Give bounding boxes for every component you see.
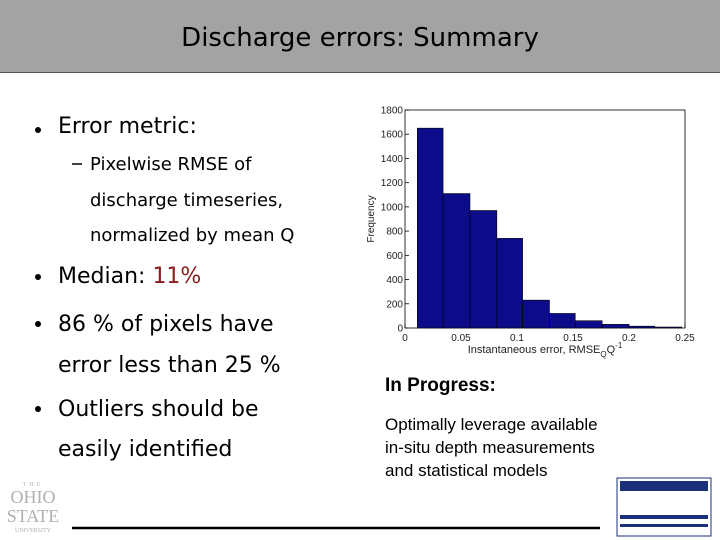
histogram-bar — [574, 320, 603, 329]
bullet-text: Error metric: — [58, 114, 197, 139]
y-tick-label: 0 — [397, 324, 403, 335]
bullet-dot — [35, 274, 41, 280]
x-label-sub: Q — [600, 350, 606, 359]
y-tick-label: 800 — [386, 227, 403, 238]
logo-text: THE — [23, 482, 44, 488]
sub-text: normalized by mean Q — [90, 225, 294, 246]
y-tick-label: 1800 — [381, 106, 404, 117]
x-label-sup: -1 — [615, 341, 623, 350]
logo-text: STATE — [7, 506, 60, 526]
bullet-text: error less than 25 % — [58, 353, 281, 378]
bullet-dot — [35, 127, 41, 133]
x-tick-label: 0 — [402, 333, 408, 344]
histogram-bar — [549, 313, 576, 329]
y-tick-label: 1200 — [381, 178, 404, 189]
sub-text: discharge timeseries, — [90, 190, 283, 211]
center-logo — [616, 477, 712, 537]
histogram-bar — [417, 127, 444, 329]
logo-text: OHIO — [11, 487, 56, 507]
histogram-bar — [601, 324, 630, 329]
x-tick-label: 0.05 — [451, 333, 471, 344]
bullet-text: easily identified — [58, 437, 232, 462]
bullet-label: Median: — [58, 264, 145, 289]
bullet-text: Outliers should be — [58, 397, 259, 422]
sub-text: Pixelwise RMSE of — [90, 154, 252, 175]
y-tick-label: 200 — [386, 299, 403, 310]
y-tick-label: 1400 — [381, 154, 404, 165]
bullet-dot — [35, 321, 41, 327]
x-tick-label: 0.2 — [622, 333, 636, 344]
slide-title: Discharge errors: Summary — [181, 23, 539, 53]
progress-heading: In Progress: — [385, 375, 496, 396]
bullet-dot — [35, 406, 41, 412]
histogram-bar — [442, 193, 471, 329]
y-axis-label: Frequency — [366, 195, 377, 242]
x-label-tail: Q — [607, 344, 616, 356]
title-bar — [0, 0, 720, 72]
y-tick-label: 600 — [386, 251, 403, 262]
y-tick-label: 1600 — [381, 130, 404, 141]
x-tick-label: 0.1 — [510, 333, 524, 344]
histogram-bar — [469, 210, 498, 329]
bullet-text: 86 % of pixels have — [58, 312, 274, 337]
x-label-main: Instantaneous error, RMSE — [468, 344, 601, 356]
progress-text: and statistical models — [385, 461, 548, 480]
median-value: 11% — [152, 264, 201, 289]
y-tick-label: 1000 — [381, 202, 404, 213]
bullet-text: Median: 11% — [58, 264, 201, 289]
x-axis-label: Instantaneous error, RMSEQQ-1 — [468, 341, 623, 359]
y-tick-label: 400 — [386, 275, 403, 286]
histogram-bar — [654, 326, 682, 329]
histogram-bar — [522, 299, 550, 329]
histogram-bar — [496, 238, 523, 329]
x-tick-label: 0.25 — [675, 333, 695, 344]
osu-logo: THE OHIO STATE UNIVERSITY — [7, 482, 60, 534]
logo-text: UNIVERSITY — [15, 528, 52, 534]
progress-text: in-situ depth measurements — [385, 438, 595, 457]
x-tick-label: 0.15 — [563, 333, 583, 344]
progress-text: Optimally leverage available — [385, 415, 598, 434]
histogram-bar — [628, 325, 656, 329]
